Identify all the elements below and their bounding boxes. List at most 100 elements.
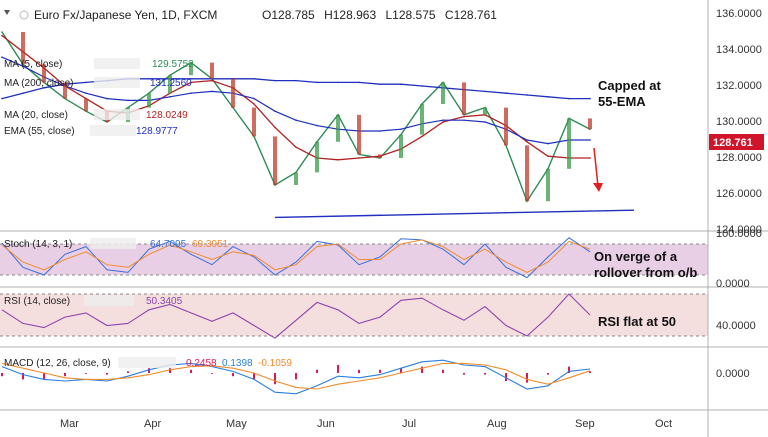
ohlc-low-value: 128.575 [392, 8, 436, 22]
series-point-2-10 [211, 79, 213, 82]
series-point-1-14 [295, 79, 297, 82]
series-point-3-21 [442, 119, 444, 121]
rsi-line [1, 293, 591, 339]
last-price-badge [709, 134, 764, 150]
macd-hist-bar-0 [1, 373, 3, 377]
price-bar-13 [273, 136, 277, 185]
legend-ma5-controls-icon[interactable] [94, 58, 140, 69]
series-point-2-25 [526, 141, 528, 143]
series-point-1-19 [400, 83, 402, 85]
legend-ema55[interactable]: EMA (55, close) 128.9777 [4, 125, 178, 137]
support-trendline [274, 209, 635, 219]
time-label-sep: Sep [575, 418, 595, 430]
legend-ma20-controls-icon[interactable] [94, 109, 140, 120]
price-bar-3 [63, 82, 67, 99]
price-bar-16 [336, 114, 340, 142]
rsi-legend[interactable]: RSI (14, close) 50.3405 [4, 295, 183, 307]
price-tick-136: 136.0000 [716, 8, 762, 20]
macd-hist-bar-15 [316, 369, 318, 373]
series-point-1-12 [253, 78, 255, 80]
series-point-3-6 [127, 99, 129, 102]
legend-ma20[interactable]: MA (20, close) 128.0249 [4, 109, 188, 121]
macd-hist-bar-1 [22, 373, 24, 380]
price-bar-26 [546, 168, 550, 202]
symbol-status-icon [19, 10, 29, 20]
price-bar-18 [378, 154, 382, 158]
price-bar-7 [147, 93, 151, 108]
ohlc-readout: O128.785 H128.963 L128.575 C128.761 [262, 8, 497, 22]
symbol-title: Euro Fx/Japanese Yen, 1D, FXCM [34, 8, 217, 22]
series-point-3-0 [1, 56, 3, 58]
series-point-3-5 [106, 97, 108, 100]
legend-ema55-controls-icon[interactable] [90, 125, 136, 136]
rsi-tick-40: 40.0000 [716, 320, 756, 332]
series-point-1-28 [589, 97, 591, 100]
series-point-3-15 [316, 124, 318, 127]
stoch-tick-100: 100.0000 [716, 228, 762, 240]
series-point-2-22 [463, 115, 465, 118]
price-bar-11 [231, 78, 235, 108]
price-bar-15 [315, 141, 319, 173]
series-point-3-26 [547, 142, 549, 145]
collapse-caret-icon[interactable] [4, 10, 10, 15]
time-label-aug: Aug [487, 418, 507, 430]
price-tick-130: 130.0000 [716, 116, 762, 128]
ann-price-line-1: 55-EMA [598, 94, 646, 109]
series-point-2-16 [337, 159, 339, 161]
price-axis[interactable]: 136.0000 134.0000 132.0000 130.0000 128.… [709, 8, 764, 236]
stoch-legend[interactable]: Stoch (14, 3, 1) 64.7095 69.3951 [4, 238, 229, 250]
legend-ma20-value: 128.0249 [146, 110, 188, 121]
series-point-3-8 [169, 96, 171, 98]
series-point-1-20 [421, 85, 423, 87]
macd-line-value: 0.1398 [222, 358, 253, 369]
series-point-1-17 [358, 81, 360, 84]
series-point-1-25 [526, 94, 528, 96]
ohlc-open-label: O [262, 8, 271, 22]
rsi-controls-icon[interactable] [84, 295, 134, 306]
series-point-1-7 [148, 78, 150, 80]
price-bar-19 [399, 134, 403, 158]
macd-hist-bar-20 [421, 366, 423, 373]
series-point-1-15 [316, 81, 318, 84]
series-point-2-17 [358, 157, 360, 159]
macd-legend[interactable]: MACD (12, 26, close, 9) 0.2458 0.1398 -0… [4, 357, 292, 369]
macd-hist-bar-18 [379, 369, 381, 373]
series-point-3-14 [295, 119, 297, 121]
time-axis[interactable]: Mar Apr May Jun Jul Aug Sep Oct [60, 418, 672, 430]
macd-label: MACD (12, 26, close, 9) [4, 358, 111, 369]
series-point-2-21 [442, 121, 444, 123]
legend-ma200[interactable]: MA (200, close) 131.2560 [4, 77, 192, 89]
time-label-mar: Mar [60, 418, 79, 430]
macd-signal-value: -0.1059 [258, 358, 292, 369]
price-bar-2 [42, 64, 46, 83]
price-tick-126: 126.0000 [716, 188, 762, 200]
legend-ma5[interactable]: MA (5, close) 129.5752 [4, 58, 194, 70]
macd-hist-bar-22 [463, 373, 465, 375]
macd-hist-bar-24 [505, 373, 507, 381]
chart-header: Euro Fx/Japanese Yen, 1D, FXCM O128.785 … [4, 8, 497, 22]
macd-hist-bar-26 [547, 373, 549, 375]
series-point-3-9 [190, 92, 192, 94]
macd-hist-bar-3 [64, 373, 66, 377]
macd-hist-bar-11 [232, 373, 234, 377]
macd-controls-icon[interactable] [118, 357, 176, 368]
series-point-3-10 [211, 90, 213, 93]
series-point-1-26 [547, 96, 549, 98]
price-tick-132: 132.0000 [716, 80, 762, 92]
series-point-2-0 [1, 34, 3, 37]
series-point-3-1 [22, 65, 24, 67]
price-bar-12 [252, 107, 256, 137]
series-point-1-0 [1, 97, 3, 100]
series-point-1-1 [22, 92, 24, 94]
price-bar-25 [525, 145, 529, 202]
legend-ma5-label: MA (5, close) [4, 59, 62, 70]
annotation-rsi-flat: RSI flat at 50 [598, 314, 676, 329]
macd-hist-bar-10 [211, 373, 213, 374]
time-label-may: May [226, 418, 247, 430]
legend-ma200-controls-icon[interactable] [94, 77, 140, 88]
rsi-value: 50.3405 [146, 296, 183, 307]
stoch-controls-icon[interactable] [90, 238, 136, 249]
macd-series-group [1, 359, 591, 395]
price-bar-1 [21, 32, 25, 65]
